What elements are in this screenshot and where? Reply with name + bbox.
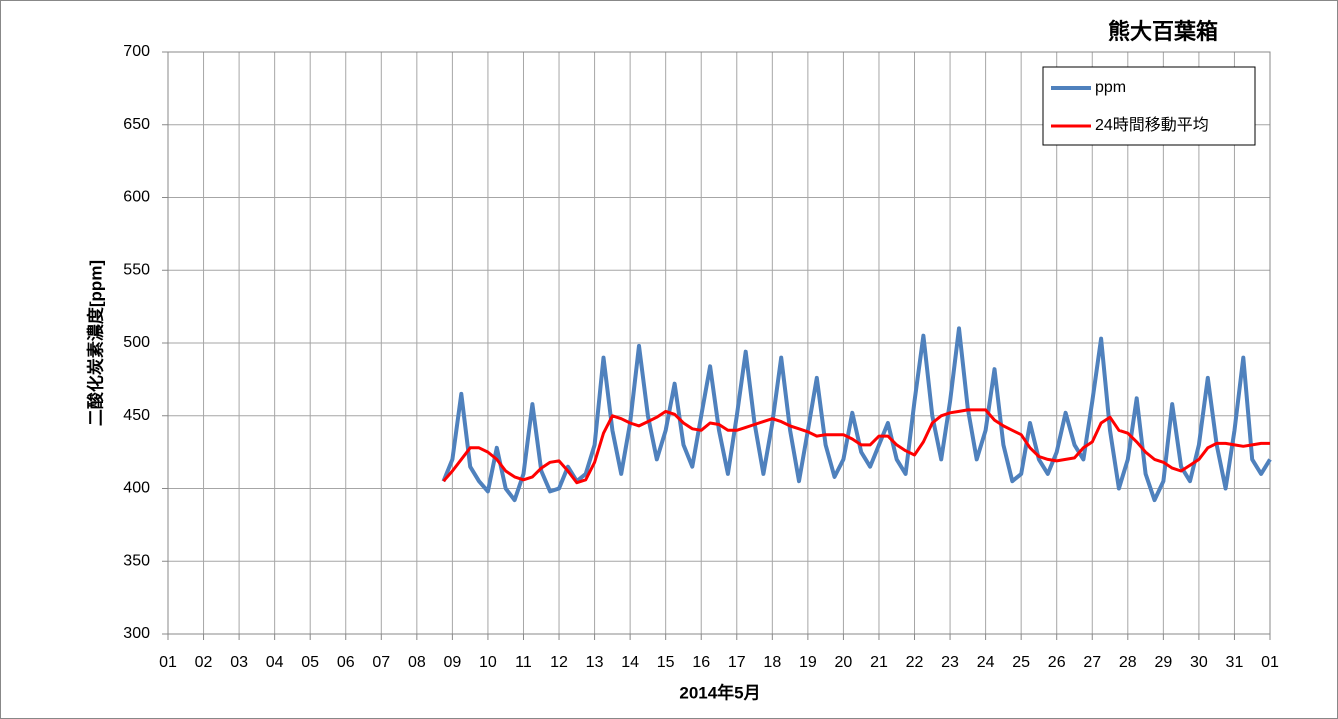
x-tick-label: 28 [1119, 654, 1137, 671]
y-tick-label: 450 [123, 407, 150, 424]
chart-title: 熊大百葉箱 [1108, 19, 1218, 44]
x-tick-label: 08 [408, 654, 426, 671]
x-tick-label: 10 [479, 654, 497, 671]
x-tick-label: 25 [1012, 654, 1030, 671]
x-tick-label: 01 [1261, 654, 1279, 671]
x-tick-label: 07 [372, 654, 390, 671]
y-tick-label: 650 [123, 116, 150, 133]
y-tick-label: 550 [123, 261, 150, 278]
y-tick-label: 700 [123, 43, 150, 60]
x-tick-label: 27 [1083, 654, 1101, 671]
series-line [442, 408, 1270, 485]
x-tick-label: 14 [621, 654, 639, 671]
x-tick-label: 15 [657, 654, 675, 671]
x-axis-label: 2014年5月 [679, 682, 760, 702]
x-tick-label: 05 [301, 654, 319, 671]
y-tick-label: 400 [123, 480, 150, 497]
x-tick-label: 03 [230, 654, 248, 671]
x-tick-label: 30 [1190, 654, 1208, 671]
y-tick-label: 300 [123, 625, 150, 642]
x-tick-label: 16 [692, 654, 710, 671]
x-tick-label: 02 [195, 654, 213, 671]
legend-label: 24時間移動平均 [1095, 116, 1209, 134]
x-tick-label: 23 [941, 654, 959, 671]
y-axis-label: 二酸化炭素濃度[ppm] [85, 260, 105, 426]
x-tick-label: 29 [1154, 654, 1172, 671]
y-tick-label: 600 [123, 189, 150, 206]
x-tick-label: 13 [586, 654, 604, 671]
x-tick-label: 04 [266, 654, 284, 671]
x-tick-label: 17 [728, 654, 746, 671]
legend-label: ppm [1095, 79, 1126, 96]
series-line [441, 326, 1272, 503]
x-tick-label: 11 [515, 654, 532, 671]
x-tick-label: 01 [159, 654, 177, 671]
x-tick-label: 26 [1048, 654, 1066, 671]
plot-border [167, 51, 1271, 635]
x-tick-label: 24 [977, 654, 995, 671]
x-tick-label: 18 [763, 654, 781, 671]
x-tick-label: 21 [870, 654, 888, 671]
y-tick-label: 350 [123, 552, 150, 569]
x-tick-label: 12 [550, 654, 568, 671]
x-tick-label: 22 [906, 654, 924, 671]
x-tick-label: 06 [337, 654, 355, 671]
x-tick-label: 09 [443, 654, 461, 671]
y-tick-label: 500 [123, 334, 150, 351]
legend-box [1042, 66, 1256, 146]
x-tick-label: 31 [1226, 654, 1244, 671]
x-tick-label: 19 [799, 654, 817, 671]
x-tick-label: 20 [835, 654, 853, 671]
